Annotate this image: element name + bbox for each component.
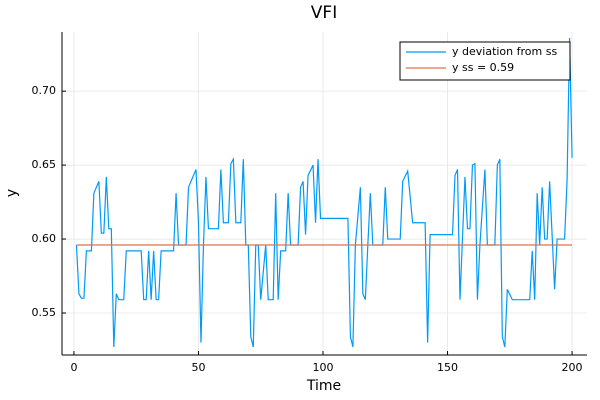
- legend-box: [399, 41, 571, 81]
- legend-label: y ss = 0.59: [452, 61, 514, 74]
- legend-label: y deviation from ss: [452, 45, 557, 58]
- x-tick-label: 50: [191, 361, 205, 374]
- y-tick-label: 0.55: [32, 306, 57, 319]
- y-tick-label: 0.60: [32, 232, 57, 245]
- x-tick-label: 100: [313, 361, 334, 374]
- y-tick-label: 0.70: [32, 84, 57, 97]
- x-tick-label: 150: [437, 361, 458, 374]
- x-axis-label: Time: [306, 378, 341, 394]
- chart-title: VFI: [311, 3, 337, 23]
- data-line: [75, 37, 573, 348]
- y-axis-label: y: [4, 189, 20, 197]
- x-tick-label: 200: [562, 361, 583, 374]
- x-tick-label: 0: [70, 361, 77, 374]
- y-tick-label: 0.65: [32, 158, 57, 171]
